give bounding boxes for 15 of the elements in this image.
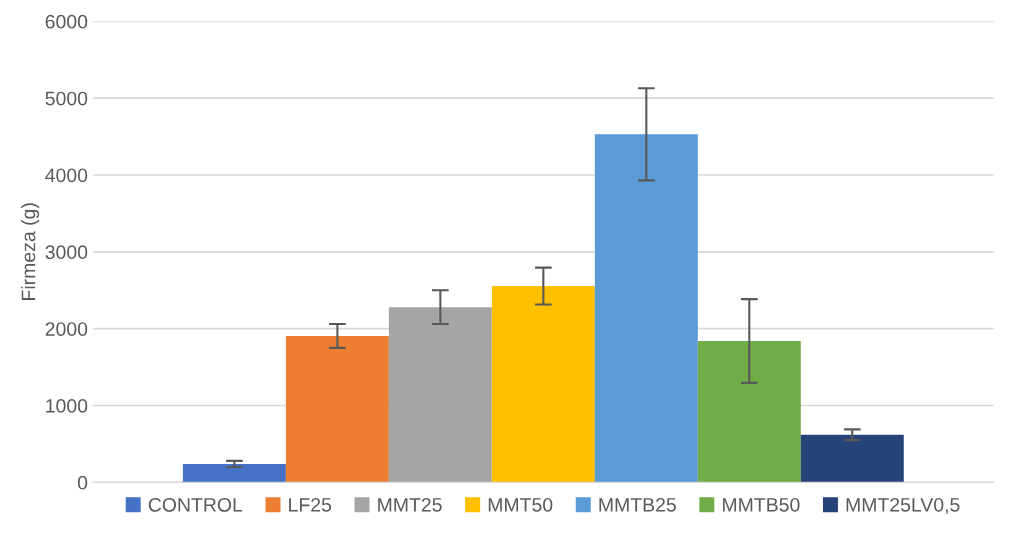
y-tick-label: 4000 [45, 168, 88, 183]
y-tick-label: 0 [77, 475, 88, 490]
legend-label: MMTB25 [599, 497, 676, 512]
legend-label: MMT50 [488, 497, 553, 512]
y-tick-label: 5000 [45, 91, 88, 106]
legend-label: MMTB50 [723, 497, 800, 512]
legend-label: LF25 [289, 497, 332, 512]
y-tick-label: 1000 [46, 398, 88, 413]
y-axis-title: Firmeza (g) [21, 203, 40, 300]
y-tick-label: 2000 [45, 322, 88, 336]
y-tick-label: 6000 [45, 14, 88, 29]
legend-label: CONTROL [148, 497, 243, 512]
y-tick-label: 3000 [45, 245, 88, 260]
legend-label: MMT25LV0,5 [846, 497, 960, 515]
legend-label: MMT25 [378, 497, 442, 512]
